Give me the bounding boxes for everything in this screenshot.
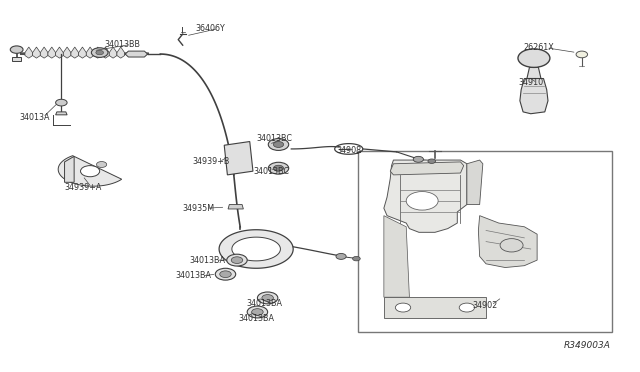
Circle shape bbox=[268, 138, 289, 150]
Text: 34910: 34910 bbox=[518, 78, 543, 87]
Polygon shape bbox=[40, 47, 48, 58]
Text: 34935M: 34935M bbox=[182, 204, 215, 213]
Circle shape bbox=[97, 161, 107, 167]
Circle shape bbox=[227, 254, 247, 266]
Circle shape bbox=[262, 295, 273, 301]
Text: 34908: 34908 bbox=[336, 146, 361, 155]
Polygon shape bbox=[527, 67, 541, 78]
Circle shape bbox=[413, 156, 424, 162]
Polygon shape bbox=[86, 47, 94, 58]
Circle shape bbox=[518, 49, 550, 67]
Text: 34013BA: 34013BA bbox=[175, 271, 211, 280]
Circle shape bbox=[215, 268, 236, 280]
Text: 34013BA: 34013BA bbox=[238, 314, 275, 323]
Circle shape bbox=[396, 303, 411, 312]
Polygon shape bbox=[79, 47, 86, 58]
Circle shape bbox=[576, 51, 588, 58]
Circle shape bbox=[268, 162, 289, 174]
Polygon shape bbox=[520, 78, 548, 114]
Circle shape bbox=[273, 165, 284, 171]
Polygon shape bbox=[117, 47, 125, 58]
Polygon shape bbox=[478, 216, 537, 267]
Circle shape bbox=[406, 192, 438, 210]
Circle shape bbox=[428, 159, 436, 163]
Bar bbox=[358, 151, 612, 333]
Text: 34013BA: 34013BA bbox=[189, 256, 225, 264]
Polygon shape bbox=[219, 230, 293, 268]
Polygon shape bbox=[71, 47, 79, 58]
Circle shape bbox=[500, 238, 523, 252]
Polygon shape bbox=[224, 141, 253, 175]
Circle shape bbox=[252, 309, 263, 315]
Polygon shape bbox=[94, 47, 102, 58]
Circle shape bbox=[353, 256, 360, 261]
Circle shape bbox=[96, 50, 104, 55]
Polygon shape bbox=[384, 297, 486, 318]
Text: 26261X: 26261X bbox=[523, 43, 554, 52]
Text: 34013BA: 34013BA bbox=[246, 299, 282, 308]
Polygon shape bbox=[390, 162, 464, 175]
Circle shape bbox=[257, 292, 278, 304]
Polygon shape bbox=[467, 160, 483, 205]
Circle shape bbox=[273, 141, 284, 147]
Circle shape bbox=[231, 257, 243, 263]
Circle shape bbox=[81, 166, 100, 177]
Polygon shape bbox=[63, 47, 71, 58]
Text: 34013BC: 34013BC bbox=[256, 134, 292, 143]
Polygon shape bbox=[56, 47, 63, 58]
Text: 34939+A: 34939+A bbox=[65, 183, 102, 192]
Circle shape bbox=[247, 306, 268, 318]
Polygon shape bbox=[384, 160, 467, 232]
Polygon shape bbox=[109, 47, 117, 58]
Circle shape bbox=[56, 99, 67, 106]
Text: 36406Y: 36406Y bbox=[195, 24, 225, 33]
Polygon shape bbox=[33, 47, 40, 58]
Polygon shape bbox=[65, 156, 74, 182]
Text: R349003A: R349003A bbox=[564, 341, 611, 350]
Polygon shape bbox=[56, 112, 67, 115]
Circle shape bbox=[460, 303, 474, 312]
Circle shape bbox=[92, 48, 108, 57]
Polygon shape bbox=[48, 47, 56, 58]
Polygon shape bbox=[125, 51, 148, 57]
Polygon shape bbox=[232, 237, 280, 261]
Text: 34013BB: 34013BB bbox=[104, 40, 140, 49]
Circle shape bbox=[10, 46, 23, 53]
Text: 34013BC: 34013BC bbox=[253, 167, 289, 176]
Circle shape bbox=[220, 271, 231, 278]
Text: 34902: 34902 bbox=[472, 301, 497, 310]
Polygon shape bbox=[58, 155, 122, 186]
Text: 34939+B: 34939+B bbox=[192, 157, 230, 166]
Text: 34013A: 34013A bbox=[20, 113, 51, 122]
Polygon shape bbox=[12, 57, 21, 61]
Polygon shape bbox=[228, 205, 243, 209]
Polygon shape bbox=[384, 216, 410, 297]
Polygon shape bbox=[102, 47, 109, 58]
Polygon shape bbox=[25, 47, 33, 58]
Circle shape bbox=[336, 253, 346, 259]
